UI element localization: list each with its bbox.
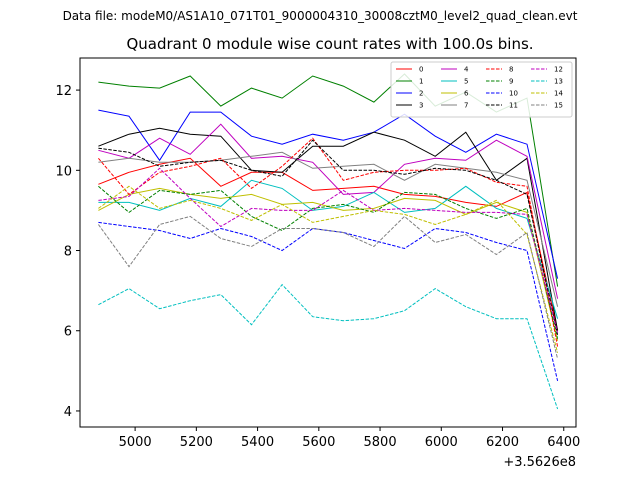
legend-label-14: 14 <box>554 90 563 98</box>
legend-label-7: 7 <box>464 102 468 110</box>
series-line-4 <box>98 123 559 299</box>
legend-label-5: 5 <box>464 78 468 86</box>
y-axis: 4 6 8 10 12 <box>55 84 80 420</box>
legend-box <box>390 61 573 118</box>
chart-title: Quadrant 0 module wise count rates with … <box>126 35 533 53</box>
series-line-14 <box>98 185 559 353</box>
series-line-2 <box>98 109 559 279</box>
legend-label-8: 8 <box>509 66 513 74</box>
legend-label-15: 15 <box>554 102 563 110</box>
series-line-0 <box>98 157 559 331</box>
x-tick-label: 5400 <box>241 435 274 450</box>
x-tick-label: 5800 <box>364 435 397 450</box>
legend-label-9: 9 <box>509 78 513 86</box>
x-tick-label: 6000 <box>425 435 458 450</box>
y-tick-label: 10 <box>55 164 72 179</box>
legend-label-2: 2 <box>419 90 423 98</box>
legend-label-0: 0 <box>419 66 423 74</box>
series-line-6 <box>98 187 559 341</box>
legend-label-3: 3 <box>419 102 423 110</box>
y-tick-label: 12 <box>55 84 72 99</box>
plot-frame <box>79 57 577 428</box>
x-axis: 5000 5200 5400 5600 5800 6000 6200 6400 <box>119 427 580 450</box>
series-line-7 <box>98 151 559 307</box>
x-tick-label: 5600 <box>302 435 335 450</box>
series-line-3 <box>98 127 559 331</box>
series-line-15 <box>97 215 559 359</box>
suptitle: Data file: modeM0/AS1A10_071T01_90000043… <box>63 9 578 23</box>
legend-label-10: 10 <box>509 90 518 98</box>
x-tick-label: 5000 <box>119 435 152 450</box>
x-tick-label: 6400 <box>547 435 580 450</box>
series-line-13 <box>98 283 559 410</box>
legend-label-11: 11 <box>509 102 518 110</box>
plot-lines <box>97 73 559 410</box>
x-offset-label: +3.5626e8 <box>503 455 576 470</box>
legend-label-12: 12 <box>554 66 563 74</box>
y-tick-label: 6 <box>64 325 72 340</box>
legend-label-6: 6 <box>464 90 469 98</box>
y-tick-label: 4 <box>64 405 72 420</box>
x-tick-label: 6200 <box>486 435 519 450</box>
series-line-8 <box>98 137 559 347</box>
series-line-12 <box>98 167 559 333</box>
legend-label-13: 13 <box>554 78 563 86</box>
legend-label-1: 1 <box>419 78 423 86</box>
y-tick-label: 8 <box>64 245 72 260</box>
legend-label-4: 4 <box>464 66 469 74</box>
series-line-9 <box>98 185 559 339</box>
series-line-11 <box>98 139 559 335</box>
series-line-10 <box>98 221 559 382</box>
x-tick-label: 5200 <box>180 435 213 450</box>
